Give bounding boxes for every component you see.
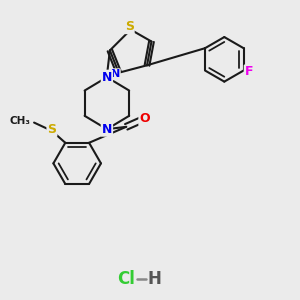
Text: S: S (125, 20, 134, 33)
Text: O: O (139, 112, 150, 125)
Text: CH₃: CH₃ (10, 116, 31, 126)
Text: N: N (102, 71, 112, 84)
Text: H: H (148, 270, 161, 288)
Text: F: F (245, 65, 253, 79)
Text: N: N (102, 123, 112, 136)
Text: Cl: Cl (117, 270, 135, 288)
Text: N: N (111, 69, 120, 79)
Text: S: S (47, 123, 56, 136)
